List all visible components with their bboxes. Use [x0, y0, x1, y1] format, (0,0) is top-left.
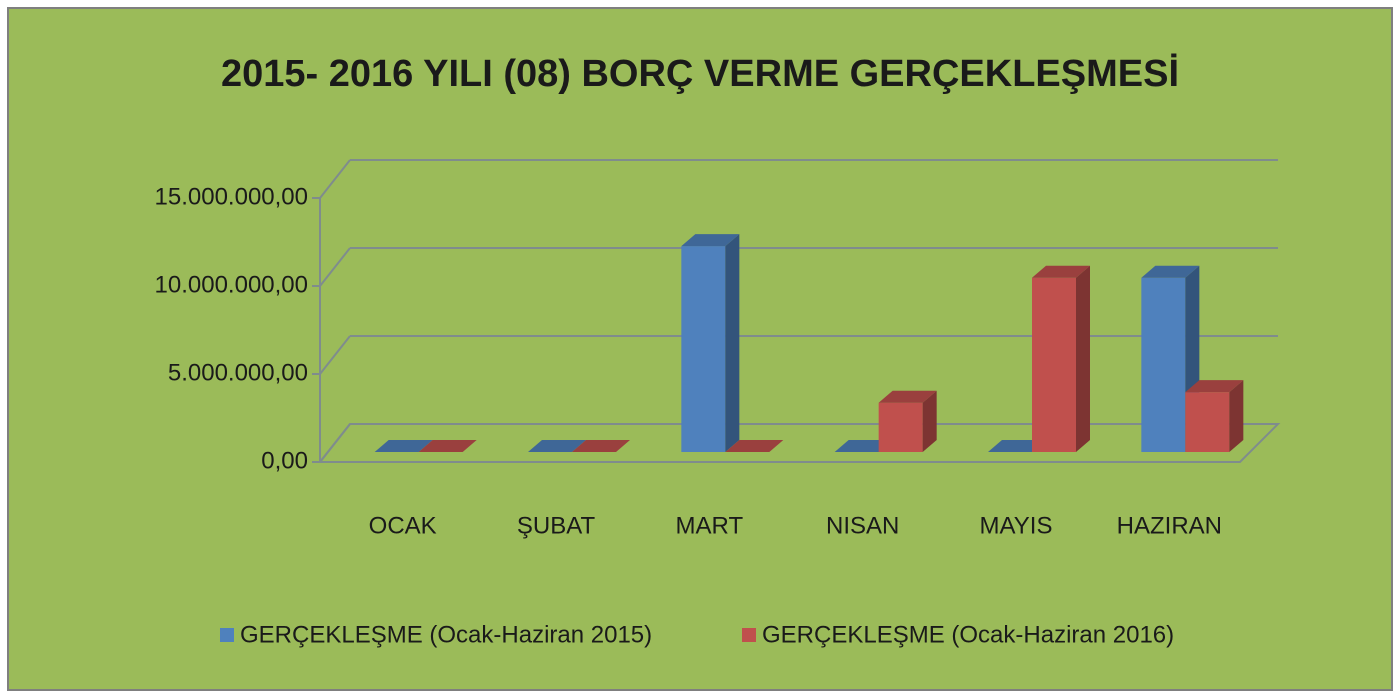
bar-side — [1076, 265, 1090, 452]
bar-top — [1032, 265, 1090, 278]
bar-side — [922, 390, 937, 452]
y-tick-label: 5.000.000,00 — [168, 359, 308, 386]
chart-title: 2015- 2016 YILI (08) BORÇ VERME GERÇEKLE… — [221, 53, 1179, 95]
grid-line — [319, 423, 351, 463]
grid-line — [319, 335, 351, 375]
bar-top — [374, 440, 433, 452]
bar-top — [1141, 265, 1200, 278]
legend-label: GERÇEKLEŞME (Ocak-Haziran 2016) — [762, 621, 1174, 648]
bar-top — [834, 440, 893, 452]
bar-top — [1185, 380, 1244, 393]
y-tick-label: 15.000.000,00 — [155, 183, 308, 210]
bar-top — [878, 390, 937, 403]
x-tick-label: OCAK — [369, 512, 437, 539]
y-tick-label: 10.000.000,00 — [155, 271, 308, 298]
x-tick-label: NISAN — [826, 512, 899, 539]
bar-front — [878, 402, 923, 452]
bar-front — [681, 246, 726, 452]
bar-top — [725, 440, 784, 452]
grid-line — [319, 159, 351, 199]
x-tick-label: ŞUBAT — [517, 512, 596, 539]
legend-label: GERÇEKLEŞME (Ocak-Haziran 2015) — [240, 621, 652, 648]
bar-front — [1185, 392, 1230, 452]
grid-line — [319, 247, 351, 287]
legend-swatch — [220, 628, 234, 642]
bar-side — [1229, 380, 1244, 452]
y-tick-label: 0,00 — [261, 447, 308, 474]
bar-front — [1141, 277, 1186, 452]
legend-swatch — [742, 628, 756, 642]
x-tick-label: MAYIS — [980, 512, 1053, 539]
x-tick-label: HAZIRAN — [1117, 512, 1222, 539]
bar-side — [725, 234, 740, 452]
bar-top — [528, 440, 586, 452]
bar-top — [988, 440, 1046, 452]
x-tick-label: MART — [676, 512, 744, 539]
bar-top — [418, 440, 477, 452]
bar-top — [681, 234, 740, 247]
bar-top — [572, 440, 630, 452]
bar-front — [1032, 277, 1076, 452]
